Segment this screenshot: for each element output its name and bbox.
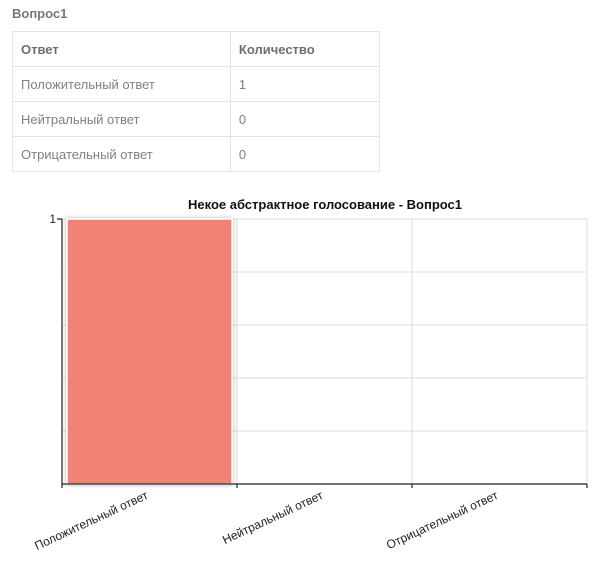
chart-bars [66,218,233,485]
x-tick-label: Нейтральный ответ [220,488,325,547]
bar-chart: Некое абстрактное голосование - Вопрос1 … [32,197,588,553]
answer-cell: Отрицательный ответ [12,136,231,172]
count-cell: 0 [229,136,381,172]
table-row: Отрицательный ответ 0 [12,136,381,172]
results-table: Ответ Количество Положительный ответ 1 Н… [12,31,381,172]
answer-cell: Нейтральный ответ [12,101,231,137]
bar [66,218,233,485]
count-column-header: Количество [229,31,381,67]
chart-axes [57,218,588,488]
chart-title: Некое абстрактное голосование - Вопрос1 [188,197,462,212]
table-row: Положительный ответ 1 [12,66,381,102]
table-header-row: Ответ Количество [12,31,381,67]
table-row: Нейтральный ответ 0 [12,101,381,137]
y-tick-label: 1 [49,212,56,226]
answer-cell: Положительный ответ [12,66,231,102]
x-tick-label: Отрицательный ответ [384,488,501,552]
x-tick-label: Положительный ответ [32,488,150,553]
answer-column-header: Ответ [12,31,231,67]
question-title: Вопрос1 [12,6,68,21]
count-cell: 1 [229,66,381,102]
count-cell: 0 [229,101,381,137]
